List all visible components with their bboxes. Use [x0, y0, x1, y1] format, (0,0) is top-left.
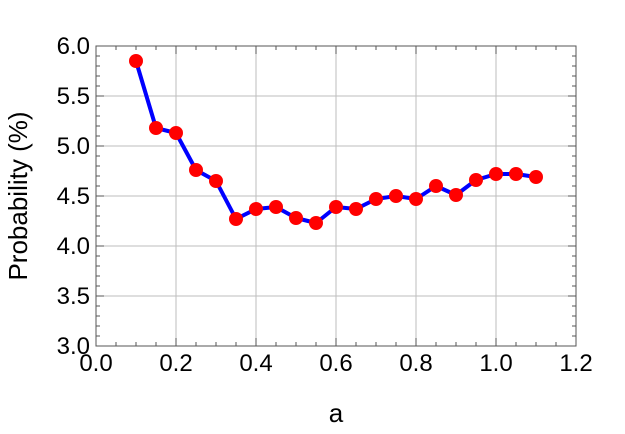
y-tick-label: 4.0 — [57, 233, 90, 260]
data-point — [169, 126, 183, 140]
y-tick-label: 5.5 — [57, 83, 90, 110]
x-tick-label: 0.0 — [79, 350, 112, 377]
y-axis-tick-labels: 3.0 3.5 4.0 4.5 5.0 5.5 6.0 — [57, 33, 90, 360]
y-tick-label: 4.5 — [57, 183, 90, 210]
x-tick-label: 1.0 — [479, 350, 512, 377]
x-tick-label: 0.8 — [399, 350, 432, 377]
minor-ticks — [95, 45, 577, 347]
data-point — [229, 212, 243, 226]
y-tick-label: 3.5 — [57, 283, 90, 310]
data-point — [409, 192, 423, 206]
data-point — [149, 121, 163, 135]
data-point — [429, 179, 443, 193]
data-point — [189, 163, 203, 177]
data-point — [209, 174, 223, 188]
data-point — [509, 167, 523, 181]
data-point — [129, 54, 143, 68]
data-point — [389, 189, 403, 203]
data-point — [269, 200, 283, 214]
data-point — [309, 216, 323, 230]
x-tick-label: 0.4 — [239, 350, 272, 377]
y-tick-label: 5.0 — [57, 133, 90, 160]
data-point — [369, 192, 383, 206]
x-tick-label: 1.2 — [559, 350, 592, 377]
data-points — [129, 54, 543, 230]
data-point — [529, 170, 543, 184]
data-point — [469, 173, 483, 187]
grid — [96, 46, 576, 346]
data-point — [349, 202, 363, 216]
data-point — [449, 188, 463, 202]
y-axis-label: Probability (%) — [3, 111, 33, 280]
x-tick-label: 0.2 — [159, 350, 192, 377]
data-point — [489, 167, 503, 181]
y-tick-label: 6.0 — [57, 33, 90, 60]
x-axis-label: a — [329, 398, 344, 428]
x-axis-tick-labels: 0.0 0.2 0.4 0.6 0.8 1.0 1.2 — [79, 350, 592, 377]
data-point — [329, 200, 343, 214]
data-point — [249, 202, 263, 216]
x-tick-label: 0.6 — [319, 350, 352, 377]
data-point — [289, 211, 303, 225]
y-tick-label: 3.0 — [57, 333, 90, 360]
